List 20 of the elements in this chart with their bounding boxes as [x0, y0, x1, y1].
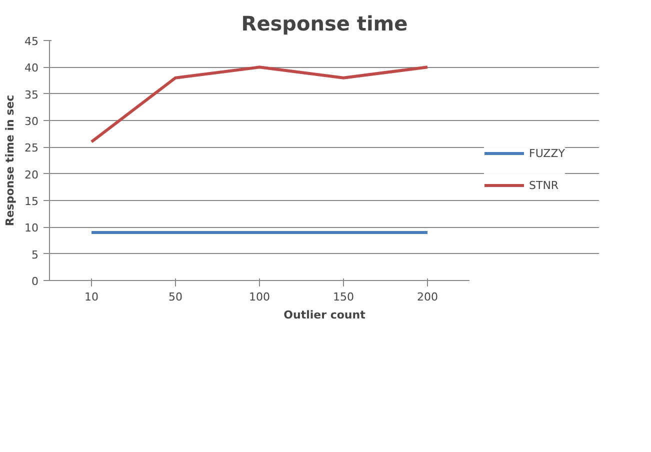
x-tick-label: 50	[168, 290, 182, 304]
x-tick-label: 10	[84, 290, 98, 304]
y-tick-label: 20	[24, 168, 39, 182]
y-axis-title: Response time in sec	[4, 94, 17, 226]
x-tick-label: 150	[333, 290, 354, 304]
y-tick-label: 15	[24, 195, 39, 208]
y-tick-label: 10	[24, 222, 39, 235]
y-tick-label: 25	[24, 142, 39, 155]
y-tick-label: 5	[32, 248, 38, 262]
x-tick-label: 200	[417, 290, 438, 304]
y-tick-label: 0	[32, 275, 38, 288]
legend-label: STNR	[529, 178, 559, 192]
y-tick-label: 30	[24, 115, 39, 128]
x-tick-label: 100	[249, 290, 270, 304]
x-axis-title: Outlier count	[284, 308, 366, 322]
y-tick-label: 40	[24, 62, 39, 75]
y-tick-label: 45	[24, 35, 39, 48]
legend-label: FUZZY	[529, 146, 565, 160]
y-tick-label: 35	[24, 88, 39, 102]
chart-title: Response time	[241, 12, 408, 36]
